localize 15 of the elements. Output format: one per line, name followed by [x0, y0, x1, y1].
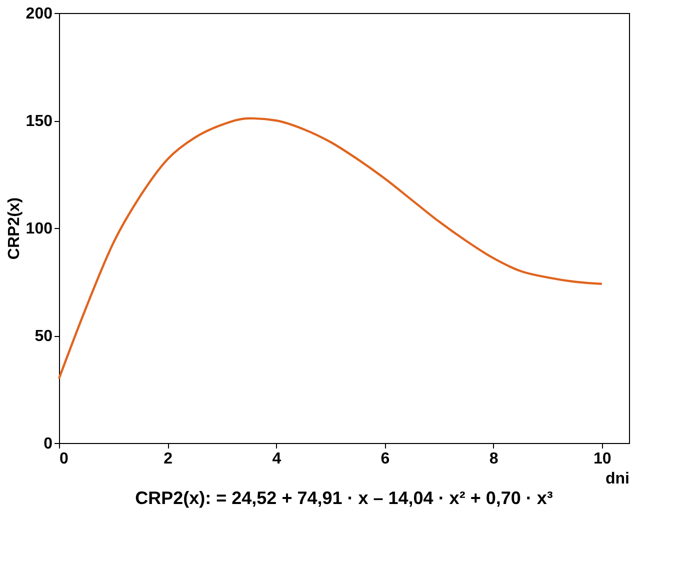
x-tick-label: 6: [380, 450, 390, 468]
x-tick-label: 10: [593, 450, 612, 468]
x-tick-label: 4: [272, 450, 282, 468]
y-tick-label: 50: [34, 328, 53, 345]
y-tick-label: 0: [44, 436, 53, 452]
y-tick-label: 200: [26, 6, 53, 22]
y-tick-label: 100: [26, 220, 53, 238]
x-axis-title: dni: [606, 470, 630, 488]
x-tick-label: 0: [60, 450, 68, 468]
line-series: [58, 117, 603, 380]
y-axis-title: CRP2(x): [6, 197, 23, 260]
x-tick-label: 8: [489, 450, 498, 468]
y-tick-label: 150: [26, 113, 53, 130]
text: CRP2(x): = 24,52 + 74,91 · x – 14,04 · x² + 0,70 · x³: [135, 488, 553, 508]
x-tick-label: 2: [164, 450, 173, 468]
